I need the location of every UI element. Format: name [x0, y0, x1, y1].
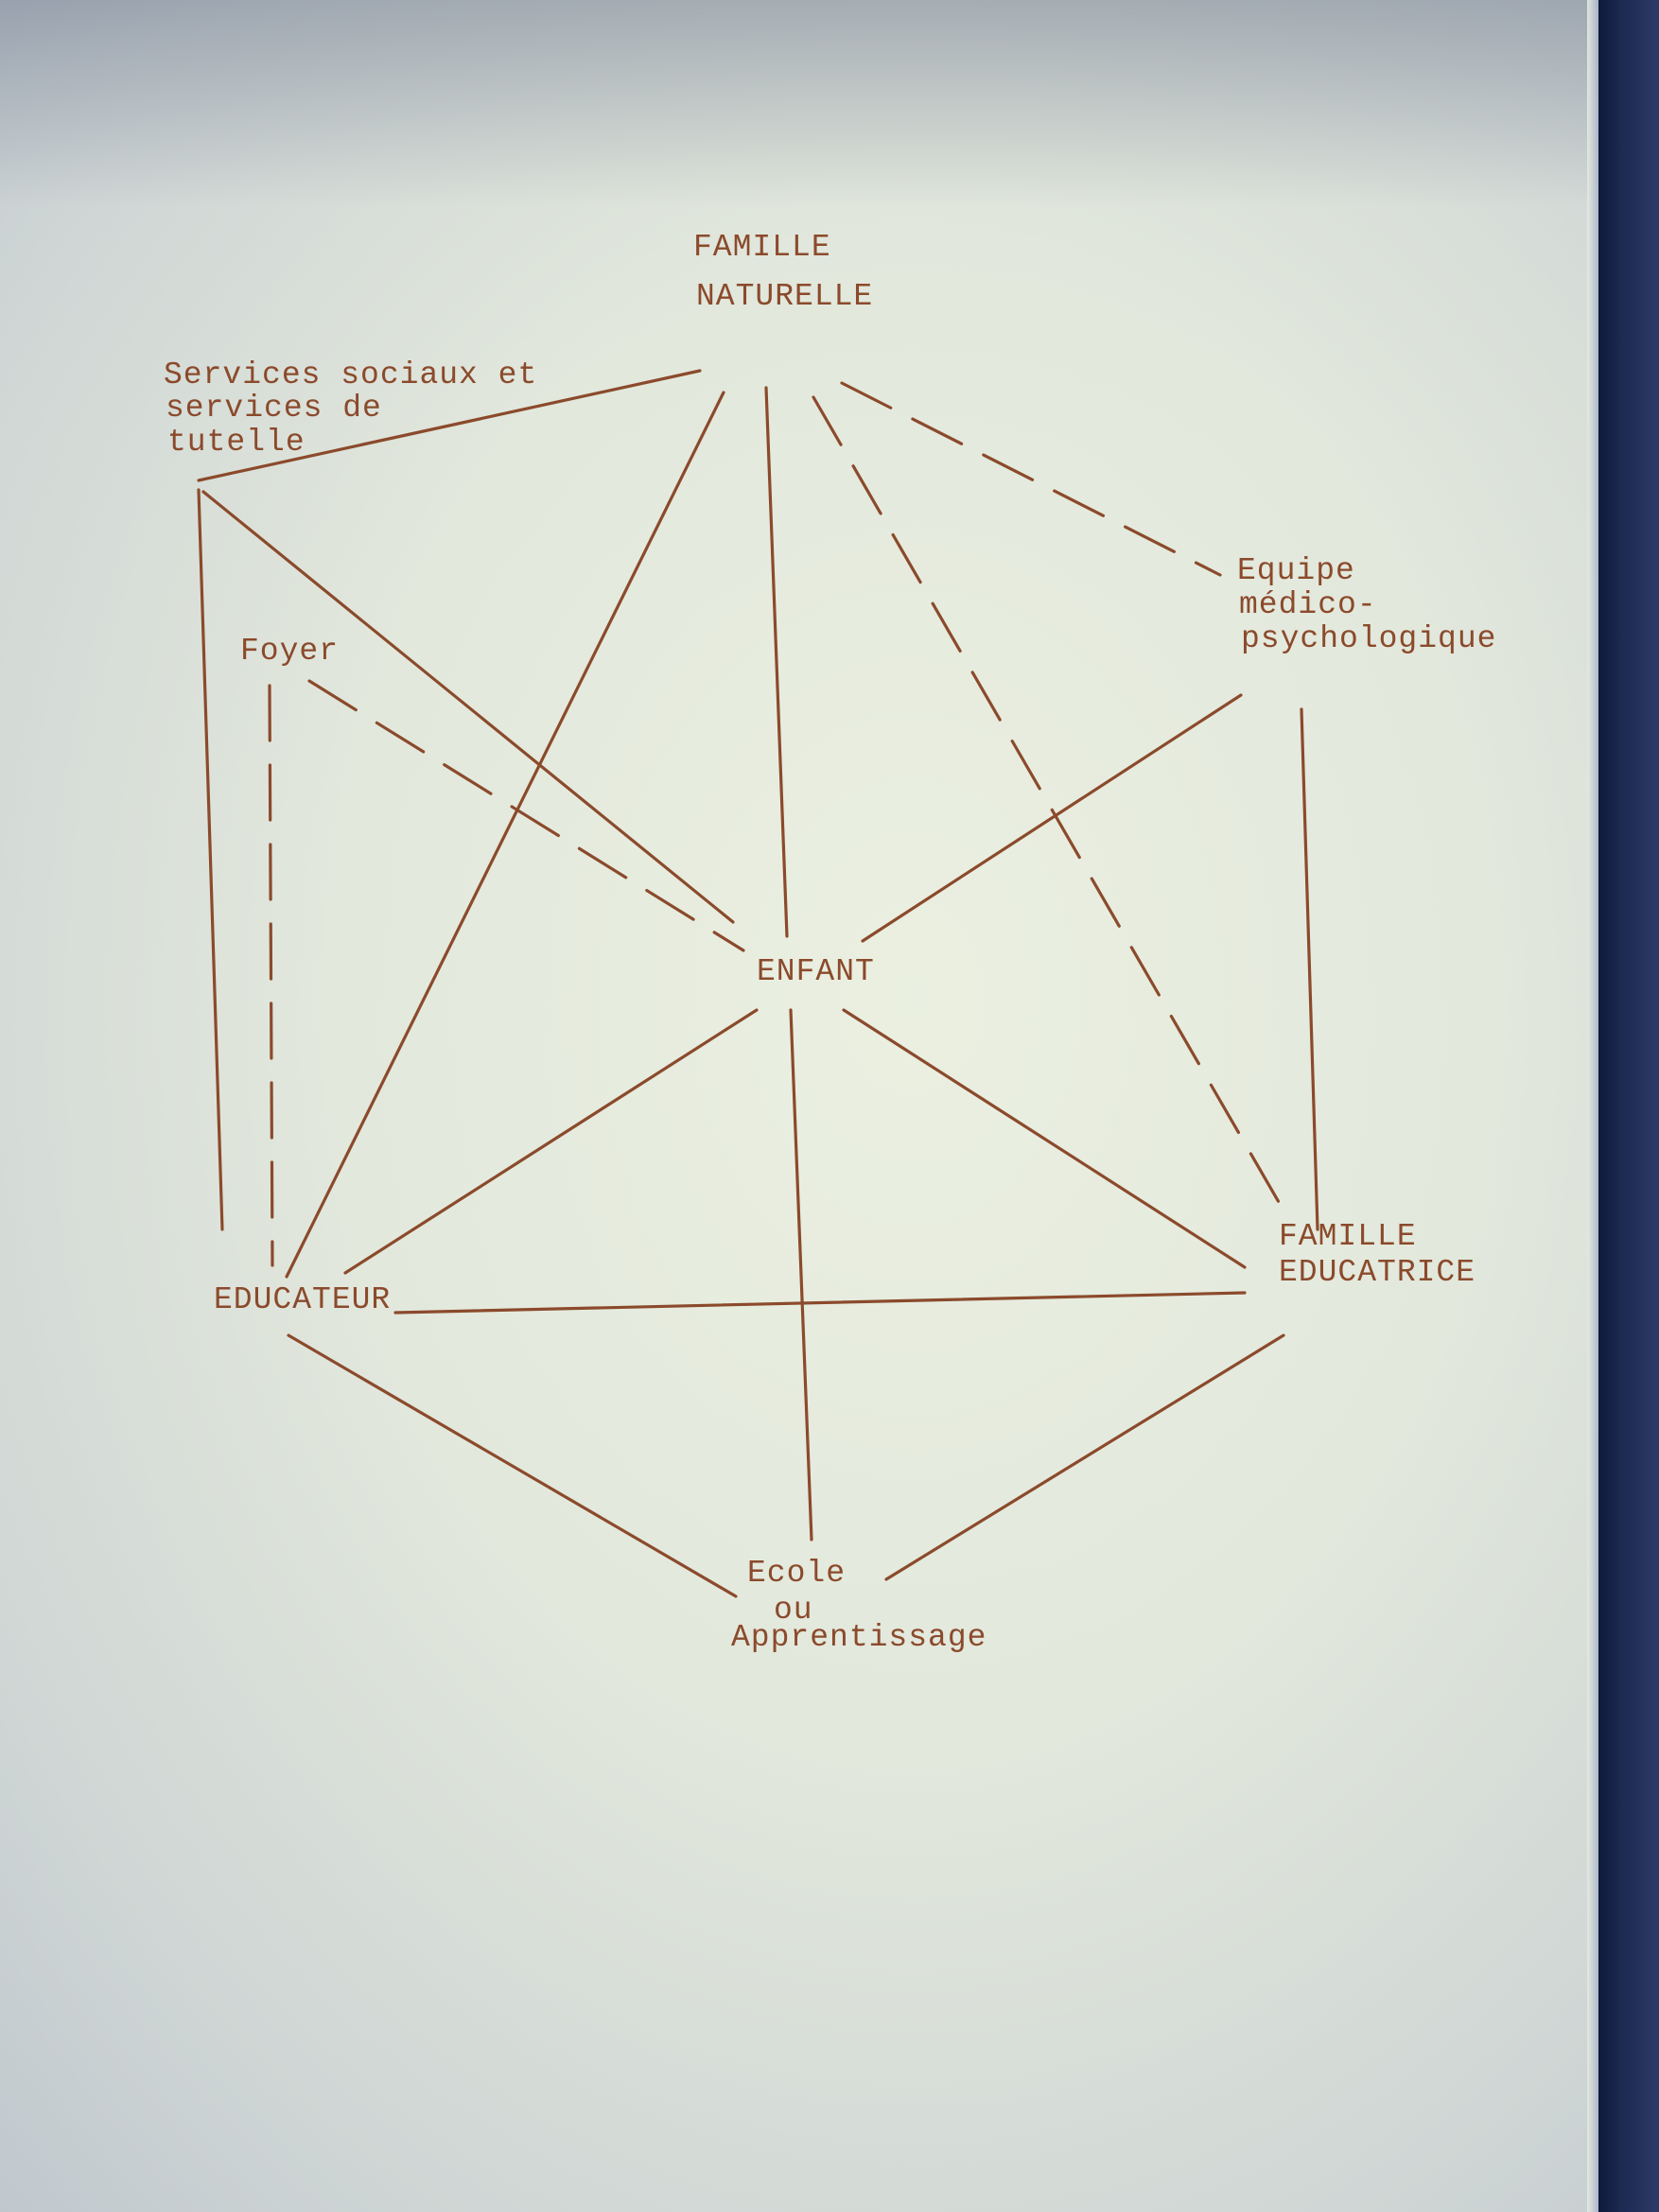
paper-edge	[1587, 0, 1598, 2212]
node-label-line: NATURELLE	[696, 279, 873, 314]
edge-famille-naturelle-to-famille-educatrice	[812, 395, 1288, 1217]
node-label-line: Foyer	[240, 634, 339, 669]
node-label-line: FAMILLE	[693, 230, 831, 265]
node-label-line: Ecole	[747, 1556, 846, 1591]
edge-enfant-to-famille-educatrice	[842, 1008, 1247, 1269]
edge-famille-naturelle-to-educateur	[285, 391, 725, 1279]
edge-services-sociaux-to-enfant	[201, 490, 735, 924]
node-ecole-ou-apprentissage: Ecole ou Apprentissage	[731, 1556, 987, 1655]
node-famille-naturelle: FAMILLE NATURELLE	[693, 230, 873, 314]
edge-services-sociaux-to-educateur	[197, 488, 224, 1231]
edge-famille-naturelle-to-equipe	[840, 381, 1222, 577]
edge-equipe-to-famille-educatrice	[1300, 707, 1319, 1231]
edge-famille-naturelle-to-enfant	[764, 386, 789, 938]
edge-enfant-to-educateur	[343, 1008, 759, 1275]
edge-equipe-to-enfant	[861, 693, 1243, 943]
edge-foyer-to-educateur	[268, 684, 274, 1267]
node-label-line: médico-	[1239, 587, 1377, 622]
node-label-line: Apprentissage	[731, 1620, 987, 1655]
background-surface	[1598, 0, 1659, 2212]
node-label-line: ENFANT	[757, 954, 875, 989]
node-label-line: EDUCATRICE	[1279, 1255, 1476, 1290]
node-label-line: psychologique	[1241, 621, 1496, 656]
node-foyer: Foyer	[240, 634, 339, 669]
node-label-line: Equipe	[1237, 553, 1355, 588]
node-label-line: Services sociaux et	[164, 357, 537, 392]
edges-layer	[197, 369, 1319, 1598]
node-label-line: services de	[166, 391, 382, 426]
node-equipe-medico-psychologique: Equipe médico- psychologique	[1237, 553, 1496, 656]
edge-foyer-to-enfant	[307, 679, 745, 952]
node-services-sociaux: Services sociaux et services de tutelle	[164, 357, 537, 460]
node-label-line: EDUCATEUR	[214, 1282, 391, 1317]
edge-famille-educatrice-to-ecole	[884, 1333, 1285, 1581]
edge-famille-naturelle-to-services-sociaux	[197, 369, 702, 482]
node-label-line: FAMILLE	[1279, 1219, 1417, 1254]
node-label-line: tutelle	[167, 425, 306, 460]
node-label-line: ou	[774, 1593, 813, 1628]
edge-educateur-to-ecole	[287, 1333, 738, 1598]
node-educateur: EDUCATEUR	[214, 1282, 391, 1317]
node-enfant: ENFANT	[757, 954, 875, 989]
edge-enfant-to-ecole	[789, 1008, 813, 1541]
node-famille-educatrice: FAMILLE EDUCATRICE	[1279, 1219, 1476, 1290]
edge-educateur-to-famille-educatrice	[393, 1291, 1247, 1315]
